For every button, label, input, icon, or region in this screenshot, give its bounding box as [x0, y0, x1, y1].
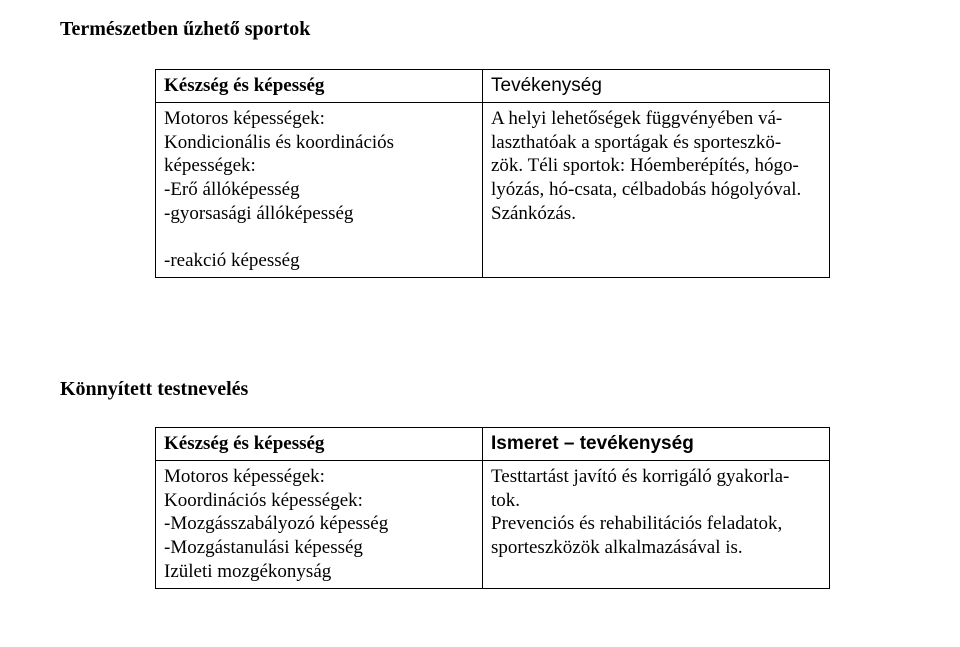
table-row: Motoros képességek:Koordinációs képesség… [156, 460, 830, 588]
section2-header-left: Készség és képesség [156, 428, 483, 461]
section1-cell-right: A helyi lehetőségek függvényében vá-lasz… [483, 102, 830, 277]
table-header-row: Készség és képesség Ismeret – tevékenysé… [156, 428, 830, 461]
section1-title: Természetben űzhető sportok [60, 18, 900, 41]
section1-header-right: Tevékenység [483, 70, 830, 103]
document-page: Természetben űzhető sportok Készség és k… [0, 0, 960, 619]
section2-header-right: Ismeret – tevékenység [483, 428, 830, 461]
section1-table: Készség és képesség Tevékenység Motoros … [155, 69, 830, 278]
section1-header-left: Készség és képesség [156, 70, 483, 103]
section2-cell-right: Testtartást javító és korrigáló gyakorla… [483, 460, 830, 588]
section2-cell-left: Motoros képességek:Koordinációs képesség… [156, 460, 483, 588]
table-row: Motoros képességek:Kondicionális és koor… [156, 102, 830, 277]
section2-title: Könnyített testnevelés [60, 378, 900, 401]
section2-table: Készség és képesség Ismeret – tevékenysé… [155, 427, 830, 589]
section1-cell-left: Motoros képességek:Kondicionális és koor… [156, 102, 483, 277]
table-header-row: Készség és képesség Tevékenység [156, 70, 830, 103]
